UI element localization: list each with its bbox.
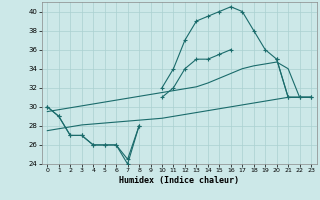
X-axis label: Humidex (Indice chaleur): Humidex (Indice chaleur) xyxy=(119,176,239,185)
